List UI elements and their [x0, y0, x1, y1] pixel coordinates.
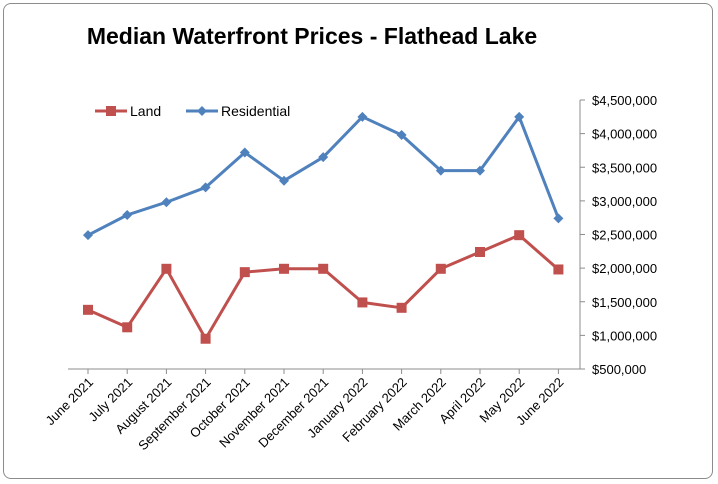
x-tick-label: December 2021	[255, 375, 331, 451]
residential-point	[200, 182, 211, 193]
y-tick-label: $3,000,000	[592, 194, 657, 209]
land-point	[279, 263, 289, 274]
chart-frame	[3, 3, 713, 479]
y-tick-label: $500,000	[592, 362, 646, 377]
y-tick-label: $1,500,000	[592, 295, 657, 310]
legend-swatch-marker	[106, 106, 116, 116]
residential-point	[435, 165, 446, 176]
residential-point	[83, 230, 93, 241]
y-tick-label: $4,500,000	[592, 93, 657, 108]
series-land	[83, 230, 564, 344]
land-point	[357, 297, 368, 308]
land-point	[239, 267, 250, 278]
land-point	[435, 263, 446, 274]
residential-point	[239, 147, 250, 158]
residential-line	[87, 115, 560, 237]
residential-point	[396, 129, 407, 140]
legend-label-land: Land	[130, 103, 161, 119]
residential-point	[475, 165, 485, 176]
residential-point	[553, 213, 564, 224]
chart-title: Median Waterfront Prices - Flathead Lake	[87, 23, 537, 49]
y-axis: $500,000 $1,000,000 $1,500,000 $2,000,000 $2…	[579, 93, 657, 377]
x-tick-label: November 2021	[216, 375, 292, 451]
residential-point	[357, 111, 368, 122]
series-residential	[83, 111, 564, 241]
residential-point	[122, 209, 133, 220]
land-point	[200, 333, 211, 344]
legend-item-land: Land	[95, 103, 161, 119]
series-layer	[83, 111, 564, 344]
y-tick-label: $1,000,000	[592, 328, 657, 343]
legend-label-residential: Residential	[221, 103, 290, 119]
land-point	[83, 304, 93, 315]
y-tick-label: $4,000,000	[592, 127, 657, 142]
land-point	[553, 264, 564, 275]
land-point	[514, 230, 525, 241]
land-point	[318, 263, 329, 274]
residential-point	[161, 197, 172, 208]
land-point	[161, 263, 172, 274]
legend: Land Residential	[95, 103, 290, 119]
y-tick-label: $2,000,000	[592, 261, 657, 276]
residential-point	[279, 175, 289, 186]
legend-item-residential: Residential	[186, 103, 290, 119]
land-line	[87, 233, 560, 341]
y-tick-label: $2,500,000	[592, 228, 657, 243]
x-tick-label: June 2021	[43, 375, 97, 429]
residential-point	[318, 152, 329, 163]
residential-point	[514, 111, 525, 122]
land-point	[475, 246, 485, 257]
legend-swatch-marker	[197, 106, 207, 116]
y-tick-label: $3,500,000	[592, 160, 657, 175]
land-point	[396, 302, 407, 313]
land-point	[122, 322, 133, 333]
